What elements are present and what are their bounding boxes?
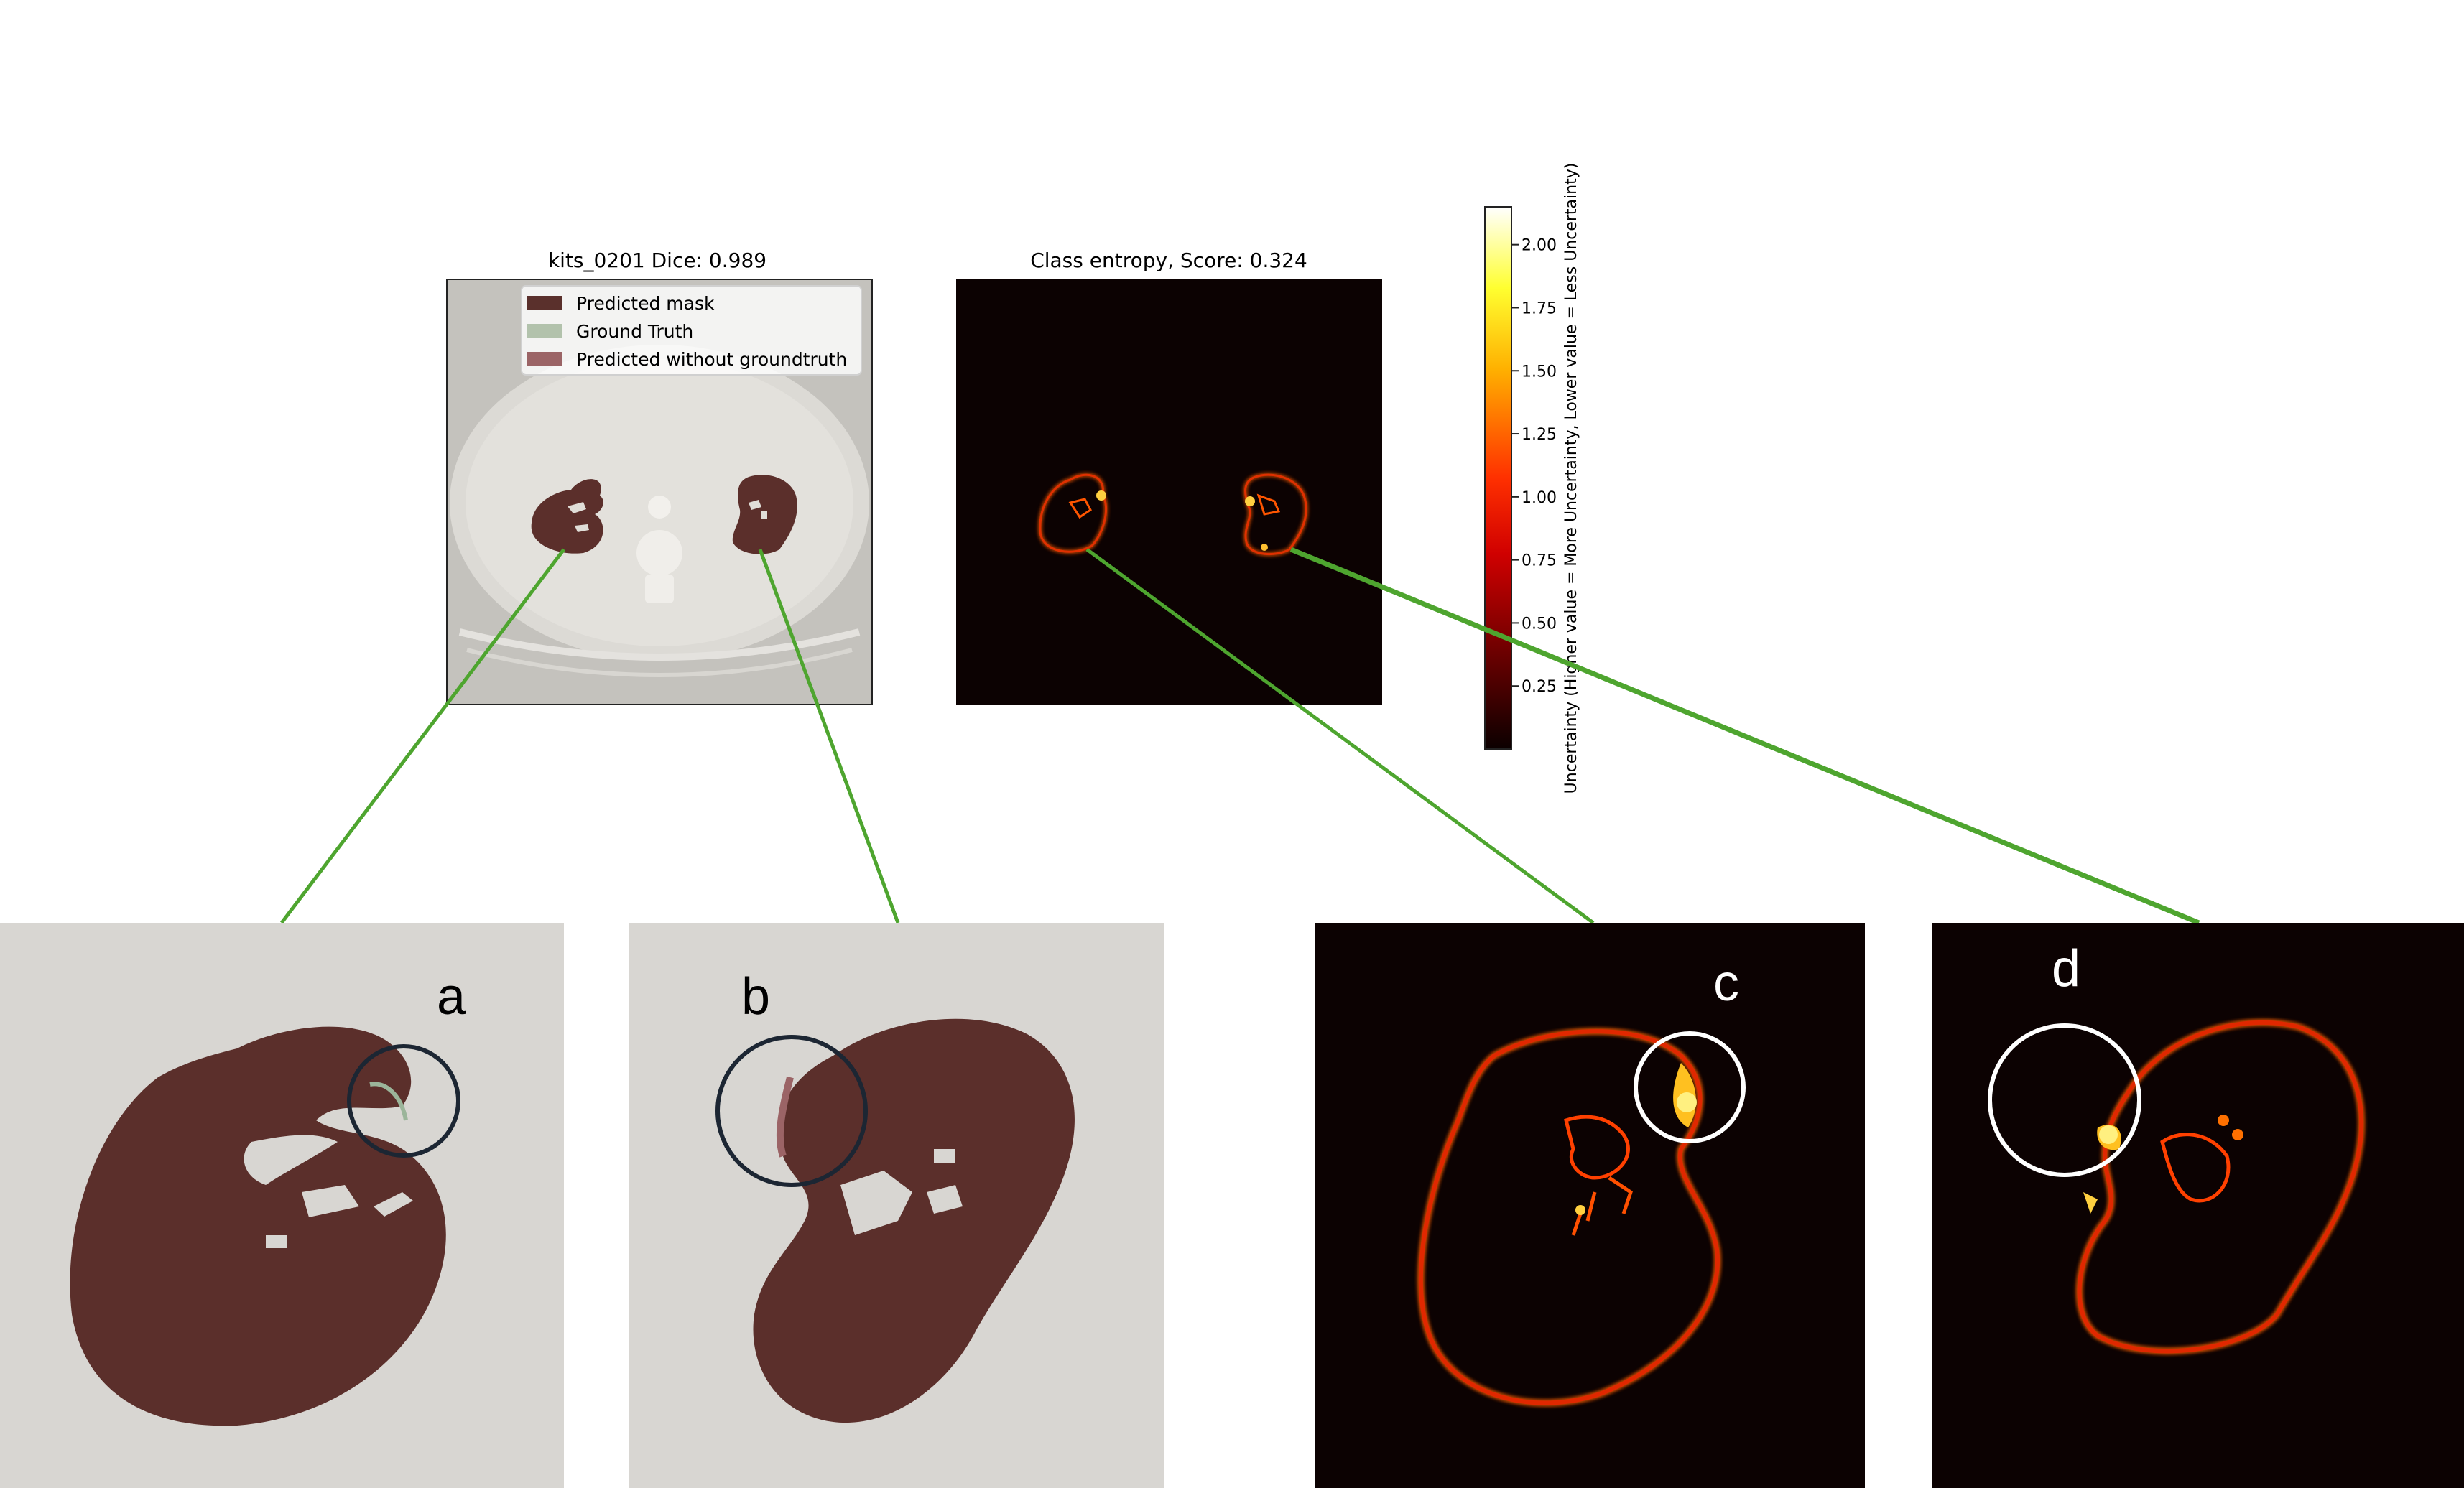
- kidney-entropy-zoom-c: [1418, 1029, 1720, 1405]
- kidney-entropy-zoom-d: [2077, 1020, 2364, 1354]
- colorbar-label: Uncertainty (Higher value = More Uncerta…: [1562, 163, 1580, 794]
- connector-a: [280, 548, 565, 924]
- connector-b: [758, 549, 900, 924]
- zoom-label-d: d: [2052, 940, 2080, 998]
- colorbar-tick-label: 1.25: [1522, 426, 1557, 444]
- left-kidney-entropy-small: [1039, 473, 1108, 553]
- zoom-label-a: a: [437, 968, 466, 1026]
- zoom-panel-d: d: [1932, 923, 2464, 1488]
- colorbar-tick-label: 0.25: [1522, 678, 1557, 696]
- colorbar-tick-label: 1.75: [1522, 299, 1557, 317]
- zoom-panel-a: a: [0, 923, 564, 1488]
- segmentation-panel-title: kits_0201 Dice: 0.989: [548, 248, 766, 272]
- highlight-circle-b: [715, 1035, 868, 1187]
- connector-c: [1085, 547, 1595, 925]
- kidney-zoom-a: [70, 1026, 446, 1426]
- uncertainty-panel-title: Class entropy, Score: 0.324: [1030, 248, 1307, 272]
- colorbar-tick-label: 1.50: [1522, 363, 1557, 381]
- highlight-circle-a: [347, 1044, 460, 1158]
- legend-swatch-predicted-mask: [527, 296, 562, 310]
- legend-label-predicted-mask: Predicted mask: [576, 293, 715, 314]
- zoom-label-b: b: [741, 968, 770, 1026]
- left-kidney-small: [531, 479, 603, 554]
- uncertainty-panel: [956, 279, 1382, 705]
- highlight-circle-c: [1634, 1031, 1746, 1143]
- zoom-panel-b: b: [629, 923, 1164, 1488]
- zoom-label-c: c: [1713, 954, 1739, 1012]
- legend-label-predicted-without-gt: Predicted without groundtruth: [576, 349, 847, 370]
- colorbar-tick-label: 0.75: [1522, 552, 1557, 570]
- colorbar-tick-label: 0.50: [1522, 615, 1557, 633]
- legend-swatch-ground-truth: [527, 324, 562, 338]
- connector-d: [1289, 547, 2200, 926]
- legend-swatch-predicted-without-gt: [527, 352, 562, 366]
- zoom-panel-c: c: [1315, 923, 1865, 1488]
- colorbar-tick-label: 1.00: [1522, 489, 1557, 507]
- kidney-zoom-b: [753, 1018, 1075, 1423]
- highlight-circle-d: [1988, 1023, 2141, 1177]
- segmentation-legend: Predicted mask Ground Truth Predicted wi…: [521, 285, 862, 376]
- right-kidney-entropy-small: [1244, 473, 1307, 556]
- colorbar-tick-label: 2.00: [1522, 237, 1557, 255]
- uncertainty-colorbar: 0.25 0.50 0.75 1.00 1.25 1.50 1.75 2.00 Uncerta…: [1484, 163, 1580, 794]
- connector-lines: [280, 547, 2200, 926]
- legend-label-ground-truth: Ground Truth: [576, 321, 693, 342]
